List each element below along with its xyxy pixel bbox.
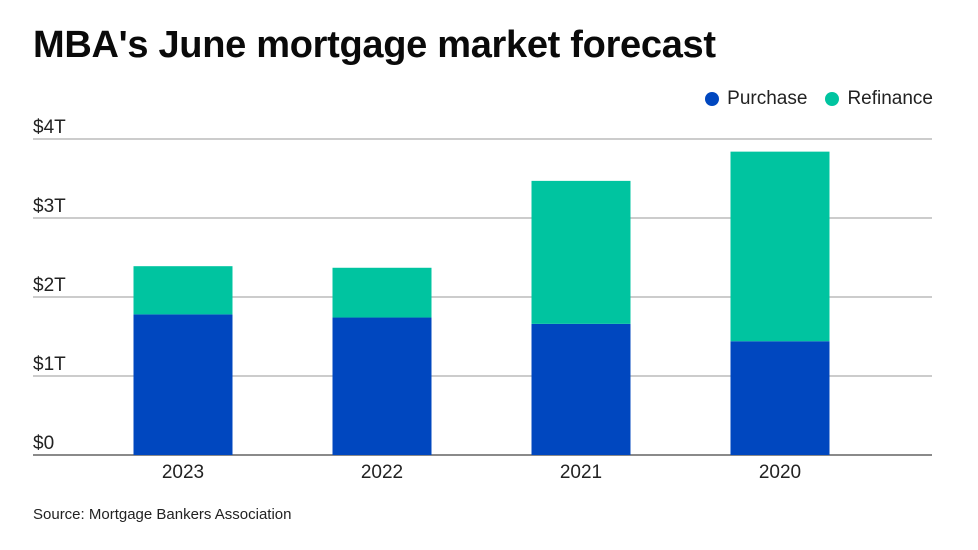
y-tick-label: $4T — [33, 117, 66, 138]
legend-label-refinance: Refinance — [847, 88, 933, 109]
bar-refinance-2021 — [531, 180, 631, 324]
x-tick-label: 2022 — [361, 462, 403, 483]
source-note: Source: Mortgage Bankers Association — [33, 506, 292, 523]
legend-swatch-purchase — [705, 92, 720, 106]
y-tick-label: $2T — [33, 275, 66, 296]
x-tick-label: 2020 — [759, 462, 801, 483]
y-tick-label: $1T — [33, 354, 66, 375]
bar-purchase-2022 — [332, 317, 432, 455]
x-tick-label: 2021 — [560, 462, 602, 483]
y-tick-label: $0 — [33, 433, 54, 454]
legend-swatch-refinance — [825, 92, 840, 106]
chart-title: MBA's June mortgage market forecast — [33, 24, 716, 66]
legend-item-refinance: Refinance — [825, 88, 933, 110]
legend-item-purchase: Purchase — [705, 88, 807, 110]
bar-purchase-2020 — [730, 341, 830, 455]
bar-refinance-2022 — [332, 267, 432, 318]
legend: Purchase Refinance — [705, 88, 933, 110]
bar-purchase-2023 — [133, 314, 233, 455]
bar-refinance-2020 — [730, 151, 830, 342]
legend-label-purchase: Purchase — [727, 88, 808, 109]
bar-refinance-2023 — [133, 266, 233, 315]
bar-purchase-2021 — [531, 323, 631, 455]
x-tick-label: 2023 — [162, 462, 204, 483]
y-tick-label: $3T — [33, 196, 66, 217]
